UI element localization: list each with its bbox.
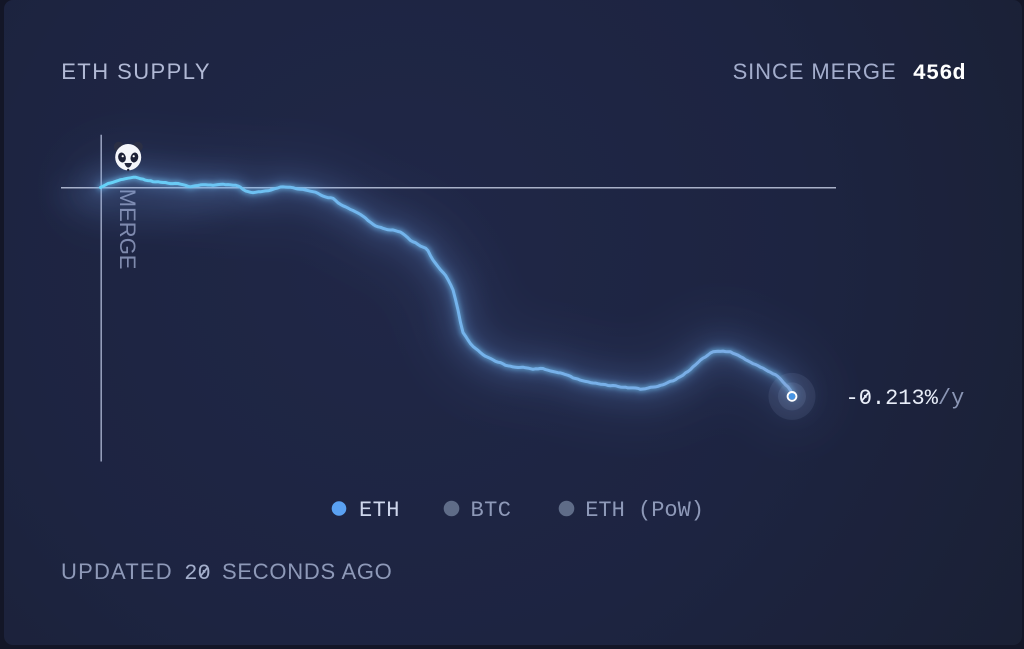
svg-text:SECONDS AGO: SECONDS AGO — [222, 559, 393, 584]
svg-text:-0.213%/y: -0.213%/y — [846, 386, 965, 411]
svg-text:SINCE MERGE: SINCE MERGE — [733, 59, 897, 84]
svg-text:20: 20 — [184, 561, 210, 586]
svg-text:BTC: BTC — [471, 498, 512, 523]
svg-text:456d: 456d — [913, 61, 966, 86]
svg-text:ETH SUPPLY: ETH SUPPLY — [61, 59, 211, 84]
svg-text:UPDATED: UPDATED — [61, 559, 173, 584]
svg-text:ETH (PoW): ETH (PoW) — [585, 498, 704, 523]
svg-text:ETH: ETH — [359, 498, 400, 523]
